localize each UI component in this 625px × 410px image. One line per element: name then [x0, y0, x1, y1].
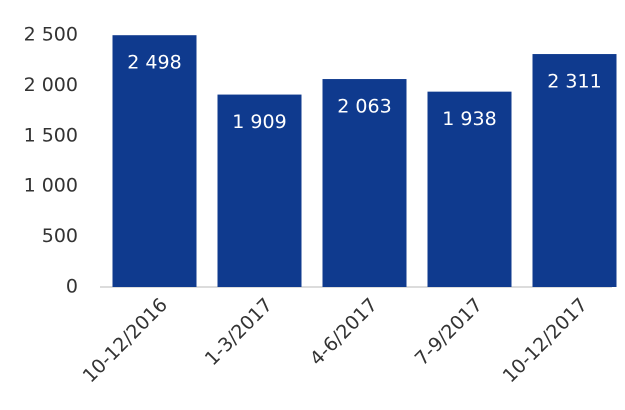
- bar: [322, 79, 407, 288]
- data-label: 2 311: [547, 71, 601, 93]
- y-tick-label: 2 000: [24, 74, 78, 96]
- bar: [217, 94, 302, 287]
- data-label: 1 909: [232, 111, 286, 133]
- x-tick-label: 1-3/2017: [201, 294, 277, 370]
- y-tick-label: 2 500: [24, 24, 78, 46]
- bar: [427, 91, 512, 287]
- x-tick-label: 10-12/2017: [499, 294, 592, 387]
- y-tick-label: 500: [42, 225, 78, 247]
- data-label: 1 938: [442, 108, 496, 130]
- y-tick-label: 0: [66, 276, 78, 298]
- x-tick-label: 4-6/2017: [306, 294, 382, 370]
- x-tick-label: 7-9/2017: [411, 294, 487, 370]
- data-label: 2 063: [337, 96, 391, 118]
- bar: [112, 35, 197, 287]
- y-tick-label: 1 000: [24, 175, 78, 197]
- bar: [532, 54, 617, 287]
- y-tick-label: 1 500: [24, 124, 78, 146]
- data-label: 2 498: [127, 52, 181, 74]
- x-tick-label: 10-12/2016: [79, 294, 172, 387]
